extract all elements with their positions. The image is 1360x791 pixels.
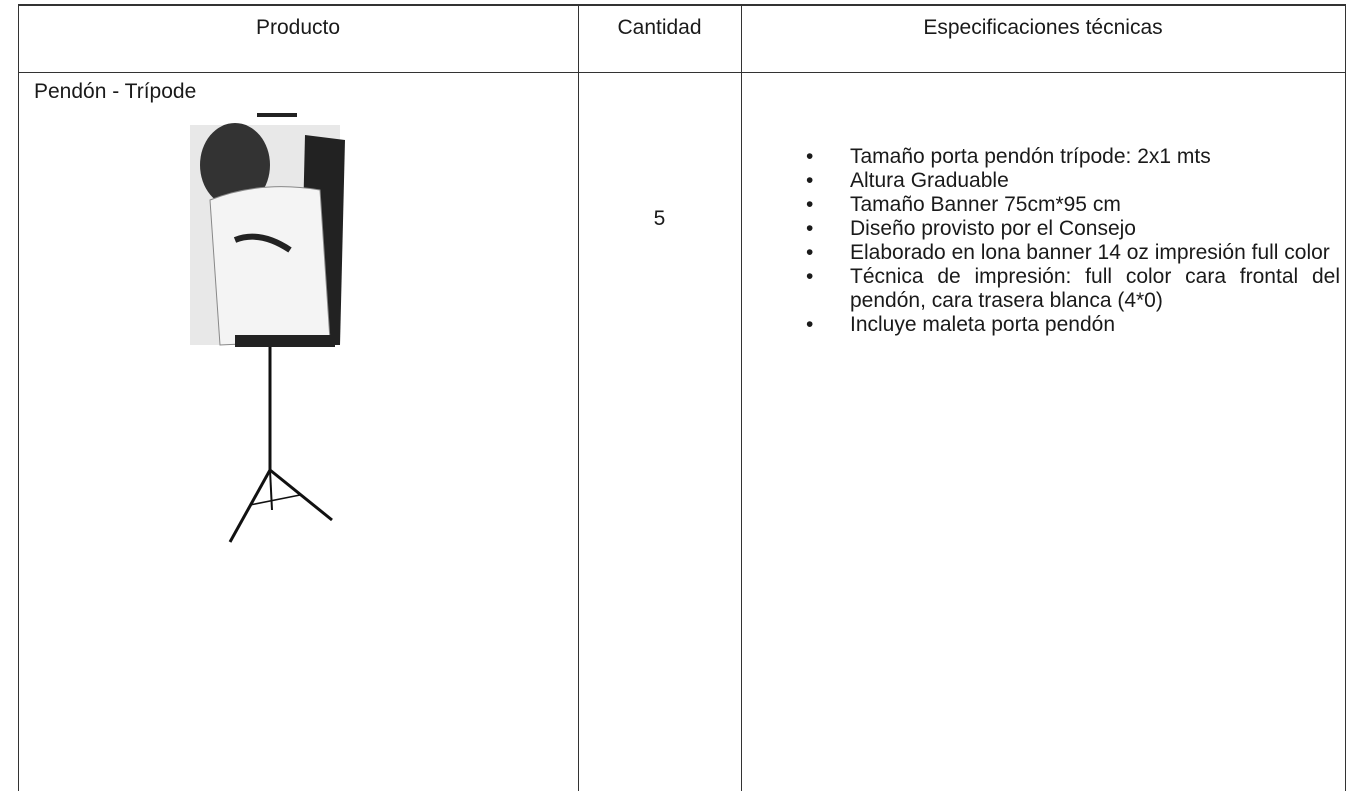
spec-item: Tamaño Banner 75cm*95 cm xyxy=(806,193,1340,217)
spec-item: Elaborado en lona banner 14 oz impresión… xyxy=(806,241,1340,265)
quantity: 5 xyxy=(653,207,666,230)
table-border-right xyxy=(1345,4,1346,791)
product-name: Pendón - Trípode xyxy=(34,80,197,103)
spec-item: Técnica de impresión: full color cara fr… xyxy=(806,265,1340,313)
product-image xyxy=(190,113,345,543)
spec-item: Incluye maleta porta pendón xyxy=(806,313,1340,337)
spec-item: Tamaño porta pendón trípode: 2x1 mts xyxy=(806,145,1340,169)
header-cell: Cantidad xyxy=(617,16,702,39)
table-border-left xyxy=(18,4,19,791)
spec-list: Tamaño porta pendón trípode: 2x1 mtsAltu… xyxy=(806,145,1340,337)
table-border-top xyxy=(18,4,1346,6)
header-cell: Especificaciones técnicas xyxy=(923,16,1163,39)
spec-item: Diseño provisto por el Consejo xyxy=(806,217,1340,241)
column-divider xyxy=(578,4,579,791)
column-divider xyxy=(741,4,742,791)
spec-item: Altura Graduable xyxy=(806,169,1340,193)
header-cell: Producto xyxy=(255,16,341,39)
header-divider xyxy=(18,72,1346,73)
